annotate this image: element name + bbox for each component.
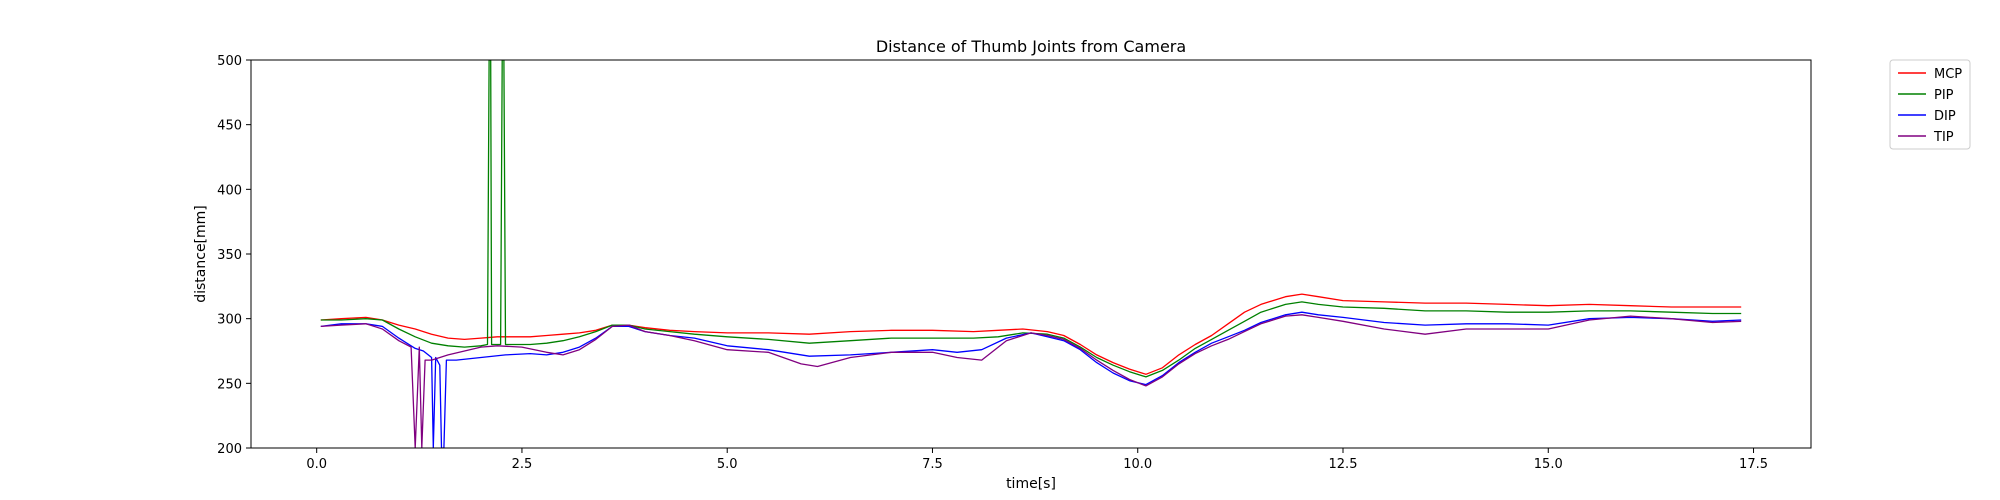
y-axis-label: distance[mm]: [193, 205, 209, 303]
y-axis-ticks: 200 250 300 350 400 450 500: [217, 54, 251, 457]
x-tick-label: 10.0: [1123, 457, 1152, 472]
y-tick-label: 350: [217, 248, 242, 263]
series-line-pip: [320, 60, 1742, 378]
legend-label-mcp: MCP: [1934, 67, 1962, 82]
x-tick-label: 12.5: [1329, 457, 1358, 472]
legend-label-tip: TIP: [1933, 130, 1954, 145]
series-line-tip: [320, 314, 1742, 448]
legend-box: [1889, 59, 1971, 150]
y-tick-label: 300: [217, 313, 242, 328]
series-layer: [320, 60, 1742, 448]
legend-label-pip: PIP: [1934, 88, 1954, 103]
x-tick-label: 15.0: [1534, 457, 1563, 472]
x-tick-label: 17.5: [1739, 457, 1768, 472]
x-tick-label: 7.5: [922, 457, 943, 472]
legend-label-dip: DIP: [1934, 109, 1956, 124]
y-tick-label: 250: [217, 377, 242, 392]
y-tick-label: 450: [217, 119, 242, 134]
x-tick-label: 2.5: [512, 457, 533, 472]
chart-title: Distance of Thumb Joints from Camera: [876, 37, 1186, 56]
x-axis-ticks: 0.0 2.5 5.0 7.5 10.0 12.5 15.0 17.5: [306, 448, 1768, 472]
y-tick-label: 500: [217, 54, 242, 69]
y-tick-label: 400: [217, 183, 242, 198]
x-tick-label: 0.0: [306, 457, 327, 472]
x-tick-label: 5.0: [717, 457, 738, 472]
legend: MCP PIP DIP TIP: [1889, 59, 1971, 150]
series-line-dip: [320, 311, 1742, 448]
x-axis-label: time[s]: [1006, 476, 1056, 492]
y-tick-label: 200: [217, 442, 242, 457]
